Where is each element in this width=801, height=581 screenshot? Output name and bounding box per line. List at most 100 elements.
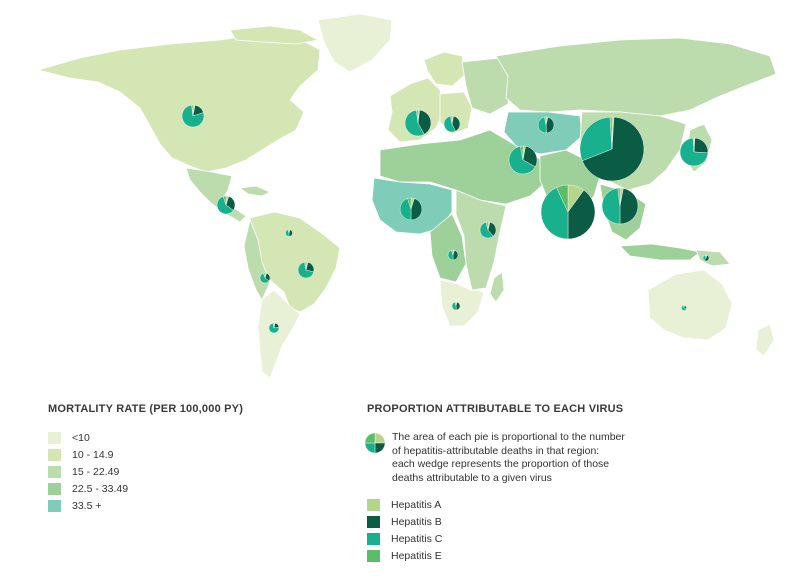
pie-wedge xyxy=(287,229,290,234)
mortality-legend-title: MORTALITY RATE (PER 100,000 PY) xyxy=(48,403,244,415)
pie-wedge xyxy=(259,272,270,284)
legend-swatch xyxy=(48,483,61,495)
pie-wedge xyxy=(479,222,494,239)
region-southern-latin-america xyxy=(257,289,301,379)
legend-label: 15 - 22.49 xyxy=(72,466,120,478)
pie-wedge xyxy=(263,272,266,279)
virus-legend-item: Hepatitis C xyxy=(367,532,442,546)
pie-wedge xyxy=(545,117,555,134)
pie-wedge xyxy=(450,115,453,125)
pie-wedge xyxy=(485,221,489,231)
virus-legend-item: Hepatitis B xyxy=(367,515,442,529)
pie-central-europe xyxy=(443,115,461,133)
pie-wedge xyxy=(410,198,423,221)
pie-layer xyxy=(181,104,710,334)
pie-note-line: The area of each pie is proportional to … xyxy=(392,431,625,443)
legend-pie-sample xyxy=(364,432,386,454)
pie-wedge xyxy=(508,146,536,175)
pie-wedge xyxy=(537,116,547,134)
virus-swatch xyxy=(367,516,380,528)
region-eastern-sub-saharan-africa xyxy=(455,189,507,291)
pie-wedge xyxy=(404,109,425,137)
region-scandinavia xyxy=(423,51,467,87)
region-north-america xyxy=(36,33,321,173)
mortality-legend-item: 33.5 + xyxy=(48,499,102,513)
region-north-africa-middle-east xyxy=(379,129,547,205)
mortality-legend-item: 10 - 14.9 xyxy=(48,448,113,462)
pie-wedge xyxy=(520,145,524,161)
pie-wedge xyxy=(451,115,461,132)
pie-wedge xyxy=(451,249,454,256)
pie-caribbean xyxy=(285,229,293,237)
region-greenland xyxy=(317,13,393,73)
region-southern-sub-saharan-africa xyxy=(439,279,485,327)
virus-swatch xyxy=(367,550,380,562)
legend-label: <10 xyxy=(72,432,90,444)
pie-wedge xyxy=(556,184,569,213)
pie-wedge xyxy=(374,432,386,444)
pie-wedge xyxy=(399,198,412,221)
pie-western-sub-saharan-africa xyxy=(399,197,423,221)
pie-east-asia xyxy=(579,116,645,182)
legend-swatch xyxy=(48,466,61,478)
pie-note-line: each wedge represents the proportion of … xyxy=(392,458,610,470)
virus-label: Hepatitis C xyxy=(391,533,443,545)
pie-wedge xyxy=(704,254,707,259)
pie-wedge xyxy=(544,116,547,126)
region-indonesia xyxy=(619,243,701,261)
pie-wedge xyxy=(609,116,613,150)
pie-wedge xyxy=(181,104,205,128)
legend-swatch xyxy=(48,432,61,444)
pie-wedge xyxy=(443,115,456,133)
region-australasia xyxy=(647,269,733,341)
virus-swatch xyxy=(367,499,380,511)
legend-label: 10 - 14.9 xyxy=(72,449,114,461)
pie-wedge xyxy=(272,322,275,329)
mortality-legend-item: 15 - 22.49 xyxy=(48,465,119,479)
pie-wedge xyxy=(297,261,314,279)
pie-wedge xyxy=(679,137,709,167)
legend-pie-icon xyxy=(364,432,386,454)
region-canada-islands xyxy=(229,25,320,45)
pie-wedge xyxy=(601,187,621,225)
pie-north-america xyxy=(181,104,205,128)
virus-legend-item: Hepatitis E xyxy=(367,549,442,563)
region-central-america xyxy=(185,167,247,223)
pie-andean-latin-america xyxy=(259,272,271,284)
mortality-legend-item: 22.5 - 33.49 xyxy=(48,482,128,496)
pie-eastern-europe xyxy=(508,145,538,175)
pie-wedge xyxy=(407,197,412,210)
pie-south-asia xyxy=(540,184,596,240)
region-caribbean xyxy=(238,185,271,197)
pie-wedge xyxy=(567,189,596,240)
virus-legend-title: PROPORTION ATTRIBUTABLE TO EACH VIRUS xyxy=(367,403,624,415)
region-new-zealand xyxy=(755,323,775,357)
pie-wedge xyxy=(619,188,639,225)
pie-wedge xyxy=(455,301,457,307)
pie-wedge xyxy=(191,104,194,117)
region-central-sub-saharan-africa xyxy=(429,213,467,283)
pie-central-america xyxy=(216,195,236,215)
pie-wedge xyxy=(522,146,538,168)
virus-label: Hepatitis A xyxy=(391,499,442,511)
pie-central-asia xyxy=(537,116,555,134)
legend-label: 33.5 + xyxy=(72,500,102,512)
region-madagascar xyxy=(489,271,505,303)
virus-legend-item: Hepatitis A xyxy=(367,498,441,512)
mortality-legend-item: <10 xyxy=(48,431,90,445)
pie-wedge xyxy=(364,432,376,444)
pie-oceania xyxy=(702,254,710,262)
pie-wedge xyxy=(304,261,307,271)
pie-wedge xyxy=(222,195,227,206)
virus-swatch xyxy=(367,533,380,545)
pie-tropical-latin-america xyxy=(297,261,315,279)
pie-wedge xyxy=(581,116,645,182)
pie-central-sub-saharan-africa xyxy=(447,249,459,261)
map-land xyxy=(36,13,777,379)
region-north-asia xyxy=(495,37,777,117)
pie-north-africa-middle-east xyxy=(479,221,497,239)
pie-note-line: of hepatitis-attributable deaths in that… xyxy=(392,444,600,457)
virus-label: Hepatitis B xyxy=(391,516,442,528)
pie-wedge xyxy=(579,116,613,162)
